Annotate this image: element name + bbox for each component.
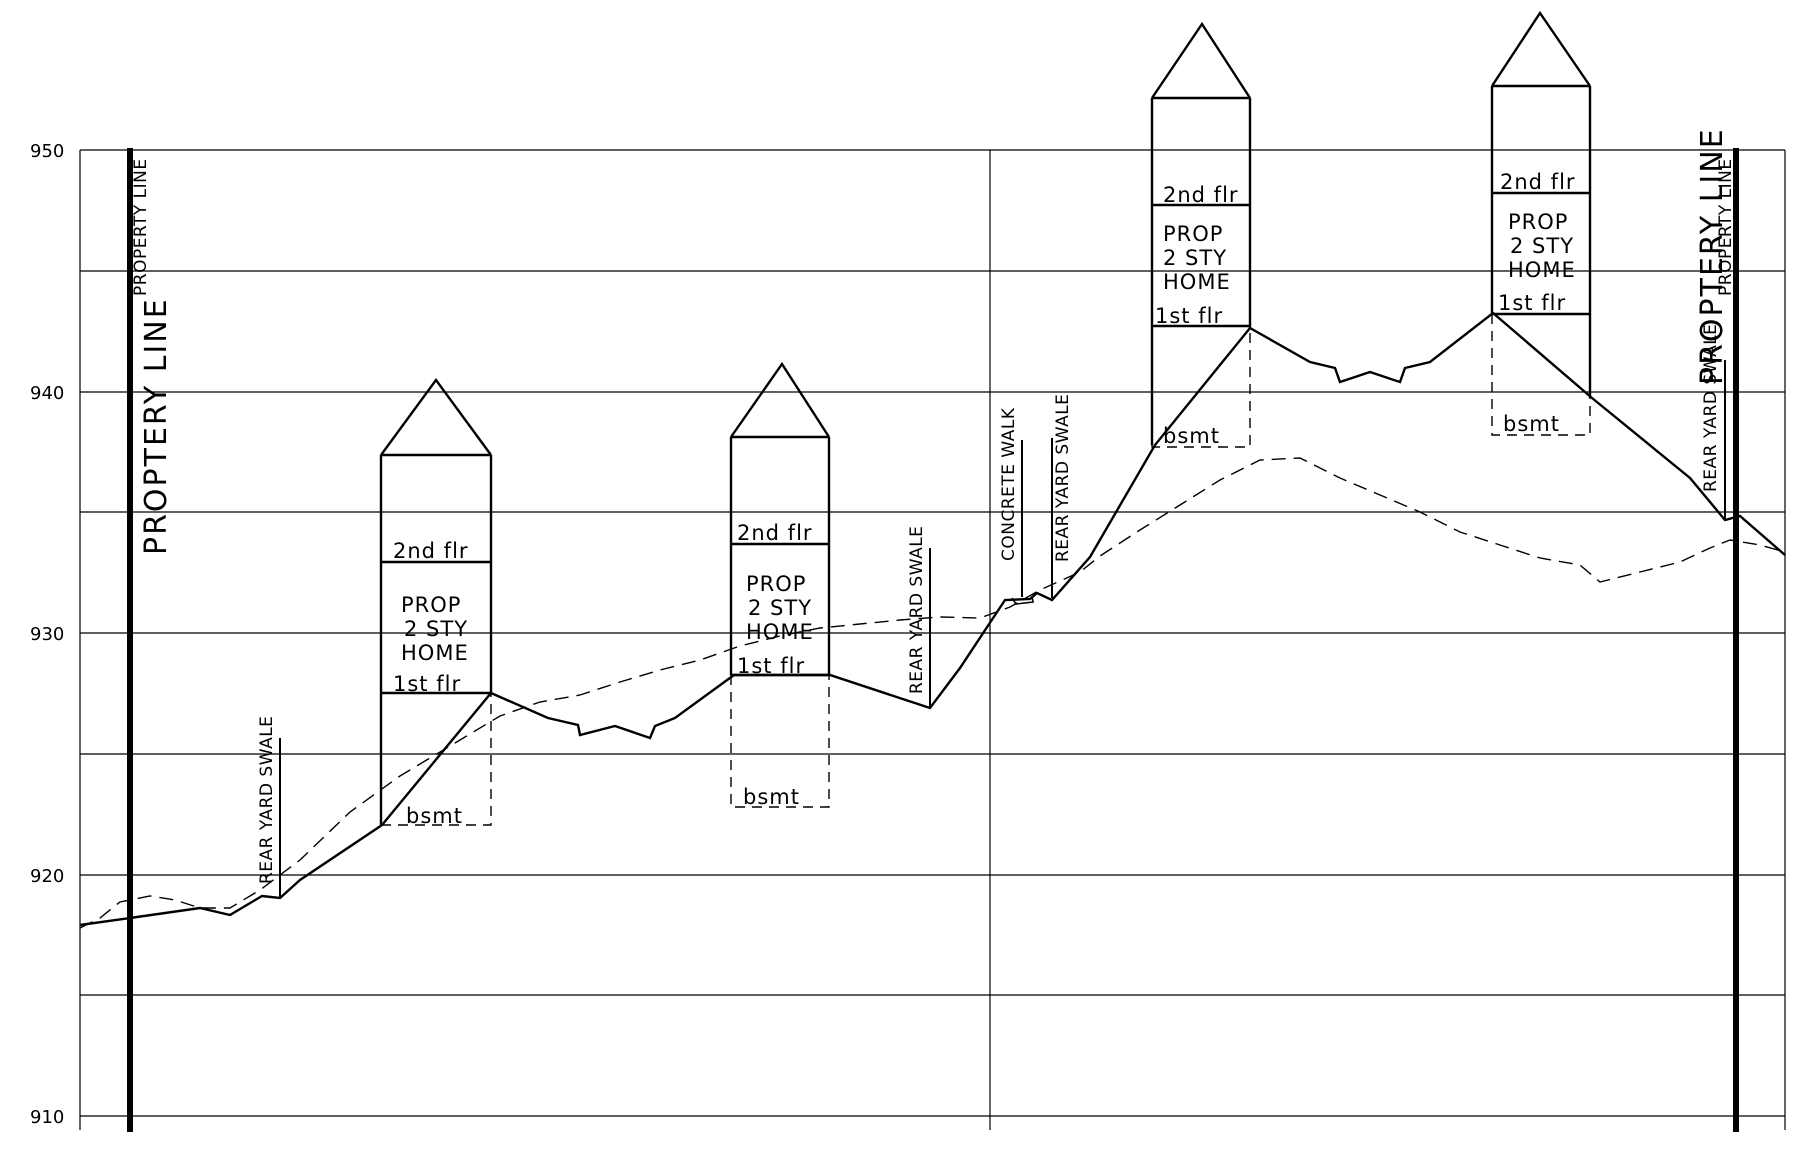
home-label: HOME [746,620,814,644]
home-label: 2 STY [1510,234,1574,258]
swale-label: REAR YARD SWALE [907,526,927,694]
house-1: 2nd flr PROP 2 STY HOME 1st flr bsmt [379,377,493,828]
first-floor-label: 1st flr [737,654,805,678]
basement-outline [1151,328,1251,448]
basement-outline [730,675,830,808]
home-label: PROP [1163,222,1223,246]
property-line-right-small-label: PROPERTY LINE [1716,158,1736,296]
basement-label: bsmt [1503,412,1560,436]
basement-outline [381,693,492,826]
swale-label: REAR YARD SWALE [257,716,277,884]
y-tick-label: 940 [30,383,64,404]
basement-outline [1491,314,1591,436]
property-line-right-label: PROPTERY LINE [1695,127,1730,385]
concrete-walk-label: CONCRETE WALK [999,407,1019,561]
concrete-walk-slab [1011,595,1034,605]
y-tick-label: 910 [30,1107,64,1128]
proposed-grade-line [79,311,1786,927]
home-label: PROP [1508,210,1568,234]
second-floor-label: 2nd flr [393,539,469,563]
callout-labels: REAR YARD SWALE REAR YARD SWALE CONCRETE… [257,324,1721,884]
home-label: PROP [401,593,461,617]
swale-label: REAR YARD SWALE [1701,324,1721,492]
swale-label: REAR YARD SWALE [1053,394,1073,562]
roof [1151,21,1252,99]
property-lines: PROPTERY LINE PROPERTY LINE PROPTERY LIN… [127,127,1739,1132]
basement-label: bsmt [743,785,800,809]
home-label: 2 STY [1163,246,1227,270]
basement-label: bsmt [1163,424,1220,448]
second-floor-label: 2nd flr [737,521,813,545]
second-floor-label: 2nd flr [1500,170,1576,194]
y-axis-labels: 950 940 930 920 910 [30,141,64,1128]
y-tick-label: 950 [30,141,64,162]
y-tick-label: 930 [30,624,64,645]
roof [1490,10,1591,87]
roof [380,377,492,456]
home-label: PROP [746,572,806,596]
home-label: 2 STY [404,617,468,641]
first-floor-label: 1st flr [393,672,461,696]
house-4: 2nd flr PROP 2 STY HOME 1st flr bsmt [1490,10,1592,436]
home-label: HOME [401,641,469,665]
home-label: 2 STY [748,596,812,620]
first-floor-label: 1st flr [1498,291,1566,315]
y-tick-label: 920 [30,866,64,887]
home-label: HOME [1508,258,1576,282]
existing-grade-line [79,457,1786,929]
roof [730,361,831,438]
callout-leaders [279,360,1726,898]
first-floor-label: 1st flr [1155,304,1223,328]
house-2: 2nd flr PROP 2 STY HOME 1st flr bsmt [729,361,831,809]
grid [79,149,1786,1130]
basement-label: bsmt [406,804,463,828]
house-3: 2nd flr PROP 2 STY HOME 1st flr bsmt [1150,21,1252,448]
property-line-left-label: PROPTERY LINE [139,297,174,555]
property-line-left-small-label: PROPERTY LINE [131,158,151,296]
second-floor-label: 2nd flr [1163,183,1239,207]
home-label: HOME [1163,270,1231,294]
